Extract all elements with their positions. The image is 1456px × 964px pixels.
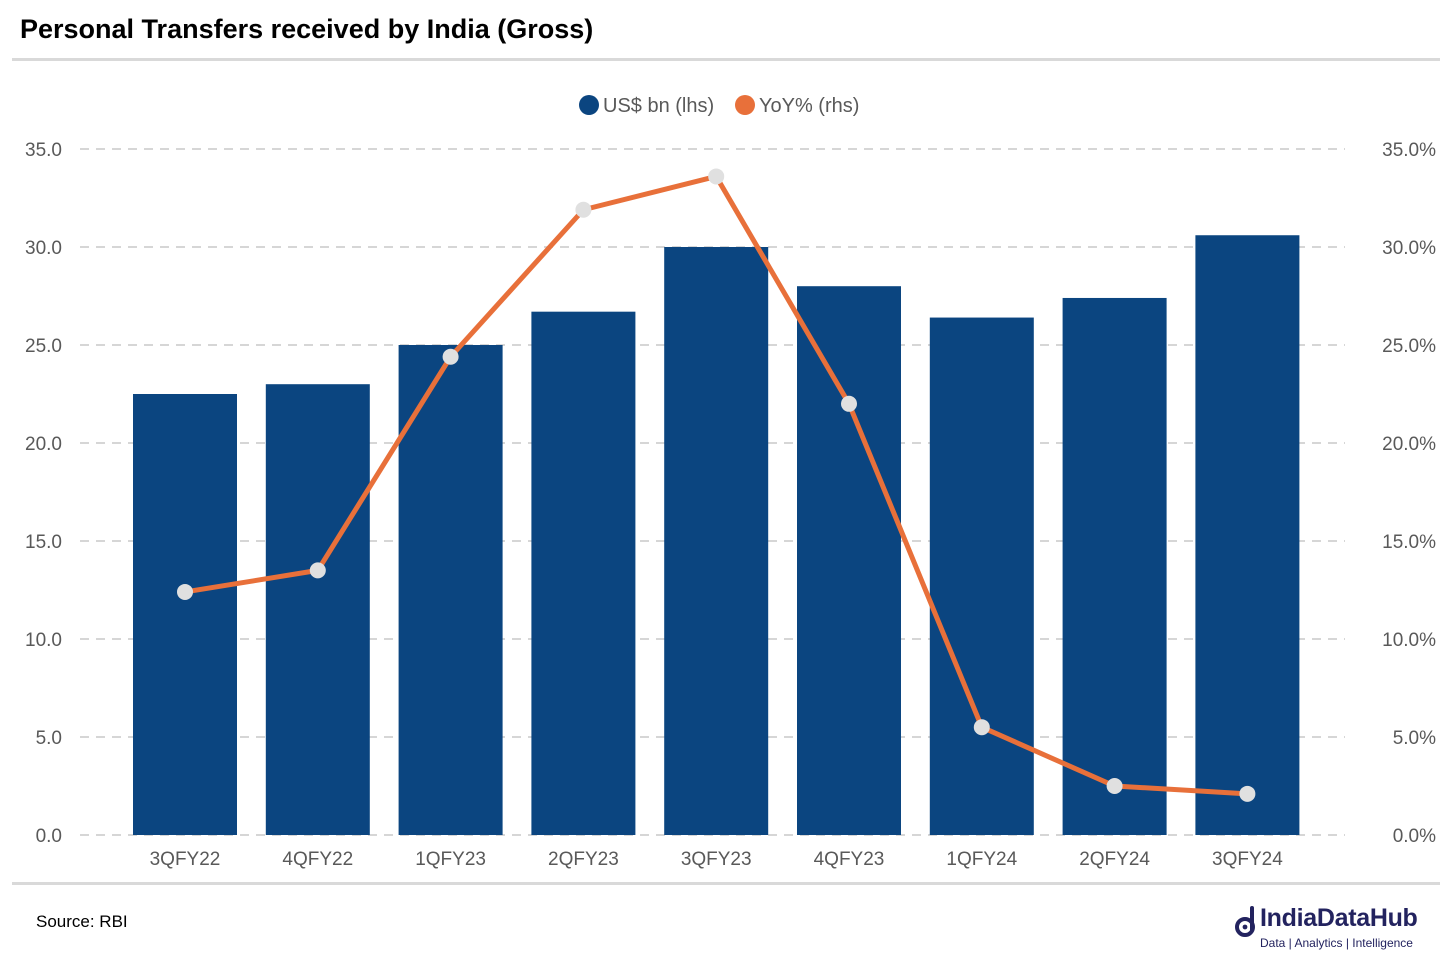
y-tick-label-right: 35.0% [1382,140,1436,161]
bar [265,384,370,835]
chart-canvas: US$ bn (lhs) YoY% (rhs) 0.0 5.0 10.0 15.0 20… [25,95,1436,870]
bar [664,247,769,835]
x-tick-label: 1QFY23 [415,849,486,870]
legend-marker-bars [579,95,599,115]
legend: US$ bn (lhs) YoY% (rhs) [579,95,859,117]
chart-title: Personal Transfers received by India (Gr… [20,14,594,44]
y-tick-label-left: 0.0 [36,826,62,847]
line-point [1106,778,1123,794]
bar [929,317,1034,835]
x-tick-label: 2QFY24 [1079,849,1150,870]
x-tick-label: 4QFY22 [282,849,353,870]
bar [1195,235,1300,836]
y-tick-label-right: 20.0% [1382,434,1436,455]
bar [531,311,636,835]
line-point [708,168,725,185]
x-tick-label: 3QFY24 [1212,849,1283,870]
bar [1062,297,1167,836]
brand-logo: IndiaDataHub Data | Analytics | Intellig… [1230,900,1440,956]
y-tick-label-left: 35.0 [25,140,62,161]
x-tick-label: 1QFY24 [946,849,1017,870]
y-tick-label-right: 5.0% [1393,728,1436,749]
top-divider [12,58,1440,61]
x-tick-label: 2QFY23 [548,849,619,870]
y-tick-label-right: 10.0% [1382,630,1436,651]
y-tick-label-left: 10.0 [25,630,62,651]
legend-label-bars: US$ bn (lhs) [603,95,714,117]
source-note: Source: RBI [36,912,128,931]
y-axis-right: 0.0% 5.0% 10.0% 15.0% 20.0% 25.0% 30.0% 35.0% [1382,140,1436,847]
x-axis: 3QFY22 4QFY22 1QFY23 2QFY23 3QFY23 4QFY23 1QFY… [150,849,1284,870]
x-tick-label: 3QFY22 [150,849,221,870]
line-point [1239,785,1256,802]
y-tick-label-left: 20.0 [25,434,62,455]
line-point [973,719,990,736]
bar-series [133,235,1300,836]
bottom-divider [12,882,1440,885]
x-tick-label: 3QFY23 [681,849,752,870]
line-series [177,168,1256,802]
brand-tagline: Data | Analytics | Intelligence [1260,936,1413,950]
y-tick-label-left: 5.0 [36,728,62,749]
line-point [309,562,326,579]
line-point [442,348,459,365]
y-tick-label-left: 25.0 [25,336,62,357]
legend-label-line: YoY% (rhs) [759,95,859,117]
bar [133,394,237,835]
y-tick-label-left: 15.0 [25,532,62,553]
y-tick-label-left: 30.0 [25,238,62,259]
line-point [841,395,857,412]
brand-name: IndiaDataHub [1260,904,1418,932]
x-tick-label: 4QFY23 [814,849,885,870]
y-tick-label-right: 15.0% [1382,532,1436,553]
logo-icon [1235,906,1255,937]
bar [398,345,503,835]
legend-marker-line [735,95,755,115]
y-axis-left: 0.0 5.0 10.0 15.0 20.0 25.0 30.0 35.0 [25,140,62,847]
y-tick-label-right: 0.0% [1393,826,1436,847]
bar [797,286,901,835]
y-tick-label-right: 30.0% [1382,238,1436,259]
line-point [575,201,592,218]
y-tick-label-right: 25.0% [1382,336,1436,357]
line-point [177,583,193,600]
